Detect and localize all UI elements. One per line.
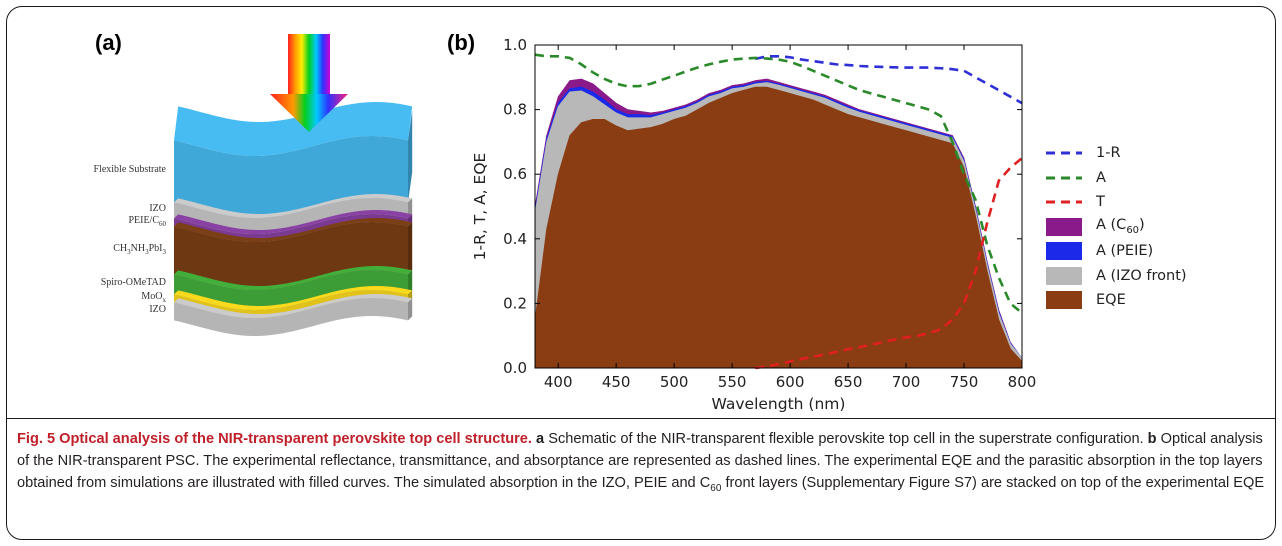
layer-label-spiro: Spiro-OMeTAD <box>100 277 166 289</box>
x-axis-label: Wavelength (nm) <box>712 395 846 413</box>
legend-fill-swatch <box>1046 291 1082 310</box>
legend-label: T <box>1096 194 1105 211</box>
layer-label-substrate: Flexible Substrate <box>93 164 167 176</box>
legend-dash-swatch <box>1046 193 1082 211</box>
x-tick-label: 400 <box>544 373 573 391</box>
legend-item: A <box>1046 166 1187 191</box>
legend-item: A (PEIE) <box>1046 239 1187 264</box>
caption-title: Fig. 5 Optical analysis of the NIR-trans… <box>17 431 532 447</box>
area-eqe <box>534 86 1023 369</box>
legend-label: A (C60) <box>1096 217 1145 237</box>
y-tick-label: 0.8 <box>503 101 527 119</box>
x-tick-label: 600 <box>776 373 805 391</box>
x-tick-label: 650 <box>834 373 863 391</box>
plot-frame <box>534 44 1023 369</box>
caption-b-sub: 60 <box>710 482 722 494</box>
x-tick-label: 700 <box>892 373 921 391</box>
caption-divider <box>7 418 1275 419</box>
legend-item: EQE <box>1046 288 1187 313</box>
layer-label-moo: MoOx <box>141 291 166 305</box>
y-axis-label: 1-R, T, A, EQE <box>471 153 489 261</box>
legend-label: 1-R <box>1096 145 1121 162</box>
panel-a-label: (a) <box>95 30 122 55</box>
layer-perovskite <box>174 218 413 290</box>
legend-item: T <box>1046 190 1187 215</box>
y-tick-label: 0.0 <box>503 359 527 377</box>
layer-izo_top <box>174 194 413 234</box>
layer-spiro <box>174 266 413 310</box>
layer-label-perovskite: CH3NH3PbI3 <box>113 243 166 257</box>
line-1-r <box>755 55 1023 105</box>
line-t <box>755 157 1023 370</box>
layer-label-izo_bottom: IZO <box>149 304 166 316</box>
y-tick-label: 0.2 <box>503 294 527 312</box>
chart-legend: 1-R A T A (C60) A (PEIE) A (IZO front) EQE <box>1046 141 1187 313</box>
x-tick-label: 750 <box>950 373 979 391</box>
caption-b-text-2: front layers (Supplementary Figure S7) a… <box>721 475 1265 491</box>
panel-b-label: (b) <box>447 30 476 55</box>
figure-caption: Fig. 5 Optical analysis of the NIR-trans… <box>17 428 1267 500</box>
x-tick-label: 500 <box>660 373 689 391</box>
legend-label: A (PEIE) <box>1096 243 1154 260</box>
layer-izo_bottom <box>174 294 413 336</box>
y-tick-label: 1.0 <box>503 36 527 54</box>
x-tick-label: 450 <box>602 373 631 391</box>
y-tick-label: 0.4 <box>503 230 527 248</box>
x-tick-label: 800 <box>1008 373 1037 391</box>
legend-dash-swatch <box>1046 144 1082 162</box>
caption-a-text: Schematic of the NIR-transparent flexibl… <box>544 431 1148 447</box>
legend-dash-swatch <box>1046 169 1082 187</box>
legend-fill-swatch <box>1046 266 1082 285</box>
legend-item: A (IZO front) <box>1046 264 1187 289</box>
caption-b-text-1: Optical analysis of the NIR-transparent … <box>17 431 1263 491</box>
light-arrow <box>270 34 348 132</box>
line-a <box>534 53 1023 315</box>
caption-a-label: a <box>536 431 545 447</box>
legend-fill-swatch <box>1046 242 1082 261</box>
optical-chart: 400 450 500 550 600 650 700 750 800 0.0 0.2 0.4 0.6 0… <box>471 36 1037 413</box>
legend-item: A (C60) <box>1046 215 1187 240</box>
device-schematic <box>174 34 413 336</box>
layer-label-peie: PEIE/C60 <box>128 215 166 229</box>
legend-fill-swatch <box>1046 217 1082 236</box>
legend-label: A <box>1096 169 1106 186</box>
legend-item: 1-R <box>1046 141 1187 166</box>
legend-label: A (IZO front) <box>1096 267 1187 284</box>
x-tick-label: 550 <box>718 373 747 391</box>
caption-b-label: b <box>1147 431 1157 447</box>
y-tick-label: 0.6 <box>503 165 527 183</box>
legend-label: EQE <box>1096 292 1126 309</box>
layer-label-izo_top: IZO <box>149 203 166 215</box>
